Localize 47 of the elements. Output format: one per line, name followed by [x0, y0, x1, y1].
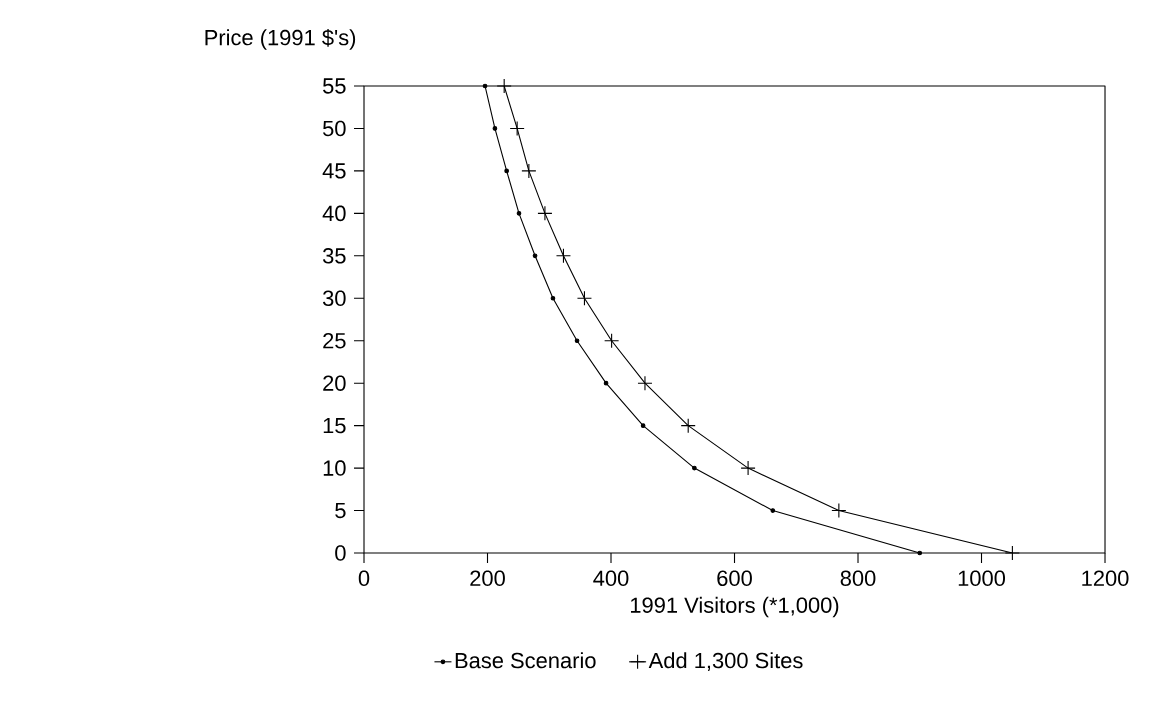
legend-label: Add 1,300 Sites: [648, 652, 803, 671]
point: [496, 78, 512, 94]
y-tick-label: 50: [322, 120, 346, 137]
y-tick-label: 0: [335, 545, 346, 561]
point: [770, 508, 776, 513]
point: [603, 380, 609, 386]
legend-label: Base Scenario: [455, 652, 596, 669]
x-tick-label: 0: [358, 570, 370, 587]
point: [640, 423, 646, 428]
point: [740, 460, 756, 476]
point: [555, 248, 572, 264]
y-tick-label: 10: [323, 460, 346, 476]
point: [504, 168, 509, 174]
point: [1004, 545, 1020, 561]
point: [532, 253, 538, 259]
y-tick-label: 55: [322, 78, 346, 94]
point: [482, 83, 488, 89]
point: [680, 418, 696, 434]
point: [537, 205, 553, 221]
y-tick-label: 15: [323, 417, 346, 434]
y-tick-label: 35: [322, 248, 346, 264]
point: [692, 465, 697, 471]
point: [576, 290, 592, 306]
point: [574, 338, 580, 344]
y-tick-label: 20: [323, 375, 346, 391]
y-tick-label: 25: [323, 332, 346, 349]
point: [917, 550, 923, 556]
y-tick-label: 40: [322, 205, 346, 222]
point: [637, 375, 653, 391]
y-tick-label: 30: [322, 290, 346, 307]
x-tick-label: 1000: [958, 570, 1006, 587]
y-tick-label: 5: [335, 502, 346, 519]
point: [516, 211, 522, 216]
x-tick-label: 800: [840, 570, 876, 587]
point: [492, 126, 498, 131]
x-axis-title: 1991 Visitors (*1,000): [630, 596, 839, 618]
point: [521, 163, 537, 179]
point: [604, 333, 620, 349]
x-tick-label: 400: [593, 570, 629, 587]
x-tick-label: 200: [470, 570, 505, 587]
point: [509, 120, 525, 136]
y-axis-title: Price (1991 $'s): [205, 28, 356, 50]
point: [831, 503, 847, 519]
x-tick-label: 1200: [1082, 570, 1129, 587]
x-tick-label: 600: [717, 570, 752, 587]
point: [550, 295, 556, 301]
y-tick-label: 45: [322, 163, 346, 179]
